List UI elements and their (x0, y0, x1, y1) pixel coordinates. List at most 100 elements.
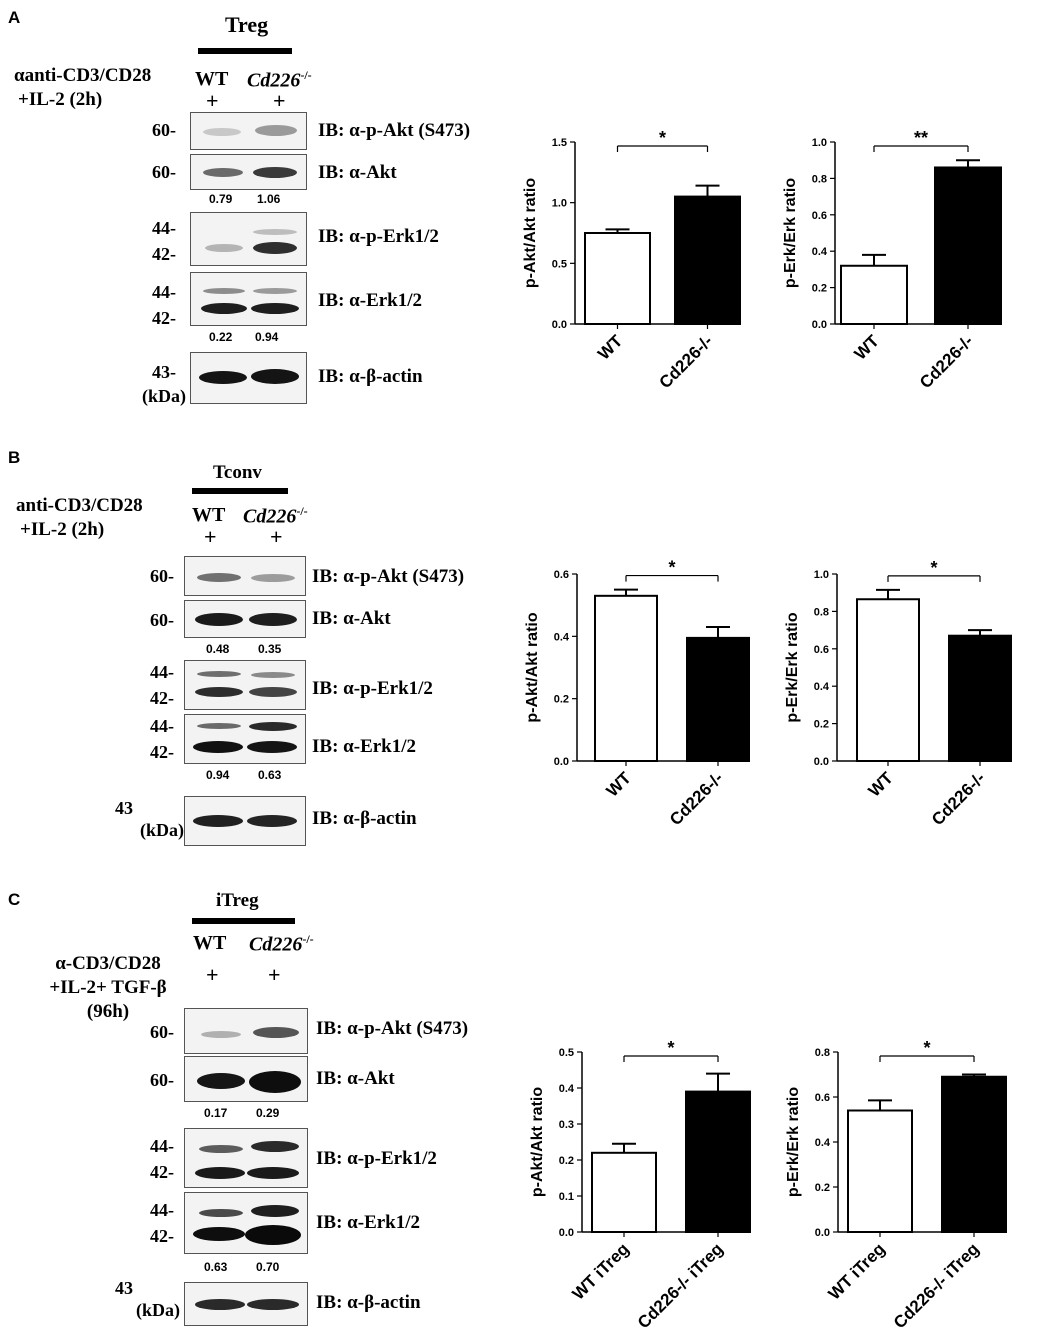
ib-label: IB: α-p-Erk1/2 (316, 1148, 437, 1169)
band (203, 168, 243, 177)
x-tick-label: WT (865, 768, 898, 801)
plus-sign: + (206, 88, 219, 113)
y-tick-label: 0.8 (814, 606, 829, 618)
bar (674, 195, 741, 325)
quant-value: 0.94 (255, 330, 279, 344)
quant-value: 0.94 (206, 768, 230, 782)
mw-marker: 42- (150, 1226, 174, 1246)
lane-label-ko-sup: -/- (300, 68, 312, 82)
blot-p-erk (190, 212, 307, 266)
bar (594, 594, 658, 762)
plus-sign: + (270, 524, 283, 549)
y-tick-label: 0.2 (814, 719, 829, 731)
mw-unit: (kDa) (142, 386, 186, 406)
lane-label-ko: Cd226-/- (249, 932, 314, 957)
blot-actin (184, 796, 306, 846)
lane-label-wt: WT (195, 68, 229, 90)
bar (847, 1109, 913, 1233)
y-tick-label: 0.2 (812, 283, 827, 295)
y-tick-label: 1.0 (552, 198, 567, 210)
band (203, 288, 245, 294)
band (247, 741, 297, 753)
ib-label: IB: α-Akt (318, 162, 397, 183)
y-tick-label: 0.1 (559, 1191, 574, 1203)
band (195, 1299, 245, 1310)
bar (584, 232, 651, 325)
x-tick-label: WT (603, 768, 636, 801)
band (199, 1145, 243, 1153)
significance-label: ** (914, 128, 928, 148)
band (253, 288, 297, 294)
y-tick-label: 0.4 (812, 246, 828, 258)
blot-akt (190, 154, 307, 190)
x-tick-label: Cd226-/- iTreg (634, 1239, 727, 1332)
mw-marker: 42- (152, 308, 176, 328)
y-tick-label: 0.6 (554, 569, 569, 581)
condition-text: α-CD3/CD28 +IL-2+ TGF-β (96h) (38, 952, 178, 1024)
band (251, 574, 295, 582)
condition-line: +IL-2 (2h) (20, 519, 105, 540)
band (251, 1205, 299, 1217)
mw-marker: 44- (150, 716, 174, 736)
quant-value: 0.29 (256, 1106, 280, 1120)
y-tick-label: 0.6 (812, 210, 827, 222)
band (199, 371, 247, 384)
band (197, 1073, 245, 1089)
band (253, 1027, 299, 1038)
mw-marker: 42- (150, 688, 174, 708)
y-tick-label: 0.8 (815, 1047, 830, 1059)
quant-value: 0.17 (204, 1106, 228, 1120)
condition-line: α-CD3/CD28 (55, 953, 161, 974)
band (253, 229, 297, 235)
y-tick-label: 0.6 (815, 1092, 830, 1104)
condition-line: αanti-CD3/CD28 (14, 65, 152, 86)
blot-actin (190, 352, 307, 404)
group-title-treg: Treg (225, 12, 269, 37)
bar-chart-a-erk: 0.0 0.2 0.4 0.6 0.8 1.0 p-Erk/Erk ratio WT Cd226… (782, 128, 1002, 392)
x-tick-label: Cd226-/- (666, 768, 727, 829)
mw-unit: (kDa) (136, 1300, 180, 1320)
y-tick-label: 0.6 (814, 644, 829, 656)
quant-value: 0.79 (209, 192, 233, 206)
bar (591, 1151, 657, 1233)
y-tick-label: 0.2 (554, 694, 569, 706)
ib-label: IB: α-Erk1/2 (312, 736, 417, 757)
plus-sign: + (268, 962, 281, 987)
band (195, 1167, 245, 1179)
y-tick-label: 0.5 (559, 1047, 574, 1059)
x-tick-label: Cd226-/- (916, 331, 977, 392)
blot-erk (190, 272, 307, 326)
condition-line: +IL-2+ TGF-β (49, 977, 167, 998)
band (193, 741, 243, 753)
y-tick-label: 0.0 (812, 319, 827, 331)
y-tick-label: 1.5 (552, 137, 567, 149)
bar-chart-c-akt: 0.0 0.1 0.2 0.3 0.4 0.5 p-Akt/Akt ratio WT iTre… (529, 1040, 751, 1332)
quant-value: 0.22 (209, 330, 233, 344)
y-tick-label: 0.5 (552, 258, 567, 270)
mw-marker: 44- (150, 662, 174, 682)
quant-value: 0.70 (256, 1260, 280, 1274)
panel-letter-c: C (8, 890, 21, 909)
mw-marker: 44- (152, 282, 176, 302)
condition-line: (96h) (86, 1001, 130, 1022)
condition-line: +IL-2 (2h) (18, 89, 103, 110)
band (201, 1031, 241, 1038)
y-tick-label: 0.4 (815, 1137, 831, 1149)
quant-value: 0.63 (204, 1260, 228, 1274)
mw-marker: 44- (150, 1136, 174, 1156)
ib-label: IB: α-p-Akt (S473) (316, 1018, 469, 1039)
plus-sign: + (204, 524, 217, 549)
band (245, 1225, 301, 1245)
condition-text: αanti-CD3/CD28 +IL-2 (2h) (14, 64, 151, 112)
mw-marker: 60- (150, 566, 174, 586)
y-axis-label: p-Akt/Akt ratio (522, 178, 539, 288)
x-tick-label: WT iTreg (569, 1239, 633, 1303)
ib-label: IB: α-Akt (316, 1068, 395, 1089)
y-tick-label: 0.2 (559, 1155, 574, 1167)
quant-value: 0.48 (206, 642, 230, 656)
blot-akt (184, 1056, 308, 1102)
ib-label: IB: α-Erk1/2 (316, 1212, 421, 1233)
band (255, 125, 297, 136)
y-tick-label: 0.4 (814, 681, 830, 693)
band (247, 1299, 299, 1310)
